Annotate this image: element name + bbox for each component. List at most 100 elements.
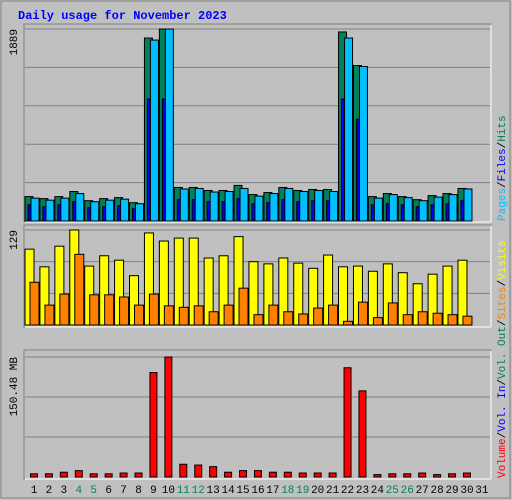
bar — [194, 464, 203, 478]
bar — [119, 472, 128, 478]
bar — [387, 302, 398, 326]
legend-separator: / — [497, 181, 509, 188]
bar — [104, 473, 113, 478]
bar — [418, 472, 427, 478]
bar — [224, 191, 234, 222]
bar — [417, 311, 428, 326]
bar — [388, 194, 398, 222]
bar — [344, 37, 354, 222]
bar — [388, 473, 397, 478]
bar — [268, 471, 277, 478]
legend-entry: Vol. Out — [497, 326, 509, 379]
bar — [313, 472, 322, 478]
legend-entry: Vol. In — [497, 386, 509, 432]
x-tick-label: 27 — [416, 485, 429, 497]
bar — [29, 281, 40, 326]
bar — [59, 471, 68, 478]
bar — [30, 473, 38, 478]
plot-area — [23, 23, 492, 223]
bar — [433, 196, 443, 222]
x-tick-label: 29 — [445, 485, 458, 497]
bar — [75, 193, 85, 222]
bar — [328, 304, 339, 326]
bar — [208, 311, 219, 326]
bar — [30, 197, 40, 222]
bar — [194, 187, 204, 222]
bar — [89, 294, 100, 326]
bar — [44, 304, 55, 326]
bar — [283, 311, 294, 326]
bar — [178, 306, 189, 326]
bar — [357, 301, 368, 326]
bar — [299, 191, 309, 222]
bar — [373, 197, 383, 222]
bar — [448, 194, 458, 222]
x-tick-label: 19 — [296, 485, 309, 497]
bar — [338, 266, 349, 326]
bar — [248, 261, 259, 326]
bar — [238, 287, 249, 326]
x-tick-label: 7 — [120, 485, 127, 497]
bar — [268, 304, 279, 326]
bar — [74, 253, 85, 326]
bar — [223, 304, 234, 326]
bar — [447, 314, 458, 326]
x-tick-label: 5 — [90, 485, 97, 497]
bar — [283, 471, 292, 478]
bar — [149, 372, 158, 478]
chart-title: Daily usage for November 2023 — [18, 9, 227, 23]
y-tick-label: 1889 — [9, 29, 21, 55]
bar — [432, 312, 443, 326]
bar — [343, 367, 352, 478]
x-tick-label: 18 — [281, 485, 294, 497]
bar — [239, 470, 248, 478]
bar — [373, 474, 382, 478]
bar — [298, 472, 307, 478]
legend-entry: Hits — [497, 115, 509, 141]
bar — [343, 320, 354, 326]
bar — [358, 390, 367, 478]
bar — [149, 39, 159, 222]
bar — [105, 199, 115, 222]
legend-entry: Files — [497, 148, 509, 181]
bar — [239, 187, 249, 222]
bar — [448, 473, 457, 478]
legend-entry: Visits — [497, 240, 509, 280]
bar — [134, 472, 143, 478]
bar — [254, 195, 264, 222]
bar — [418, 200, 428, 222]
legend-entry: Sites — [497, 287, 509, 320]
x-tick-label: 10 — [162, 485, 175, 497]
bar — [164, 28, 174, 222]
legend-separator: / — [497, 320, 509, 327]
bar — [433, 474, 442, 478]
x-tick-label: 20 — [311, 485, 324, 497]
legend: Pages/Files/Hits — [497, 115, 509, 221]
bar — [134, 304, 145, 326]
bar — [329, 191, 339, 222]
x-tick-label: 3 — [61, 485, 68, 497]
bar — [45, 199, 55, 222]
x-tick-label: 21 — [326, 485, 340, 497]
x-tick-label: 22 — [341, 485, 354, 497]
x-tick-label: 24 — [371, 485, 385, 497]
x-tick-label: 12 — [192, 485, 205, 497]
bar — [457, 259, 468, 326]
x-tick-label: 23 — [356, 485, 369, 497]
x-tick-label: 2 — [46, 485, 53, 497]
bar — [269, 193, 279, 222]
bar — [462, 315, 473, 326]
x-tick-label: 28 — [431, 485, 444, 497]
bar — [402, 314, 413, 326]
x-tick-label: 8 — [135, 485, 142, 497]
bar — [367, 270, 378, 326]
bar — [328, 472, 337, 478]
bar — [298, 313, 309, 326]
bar — [59, 293, 70, 326]
bar — [193, 305, 204, 326]
bar — [164, 356, 173, 478]
bar — [403, 197, 413, 222]
x-tick-label: 4 — [75, 485, 82, 497]
x-tick-label: 25 — [386, 485, 399, 497]
bar — [462, 472, 471, 478]
